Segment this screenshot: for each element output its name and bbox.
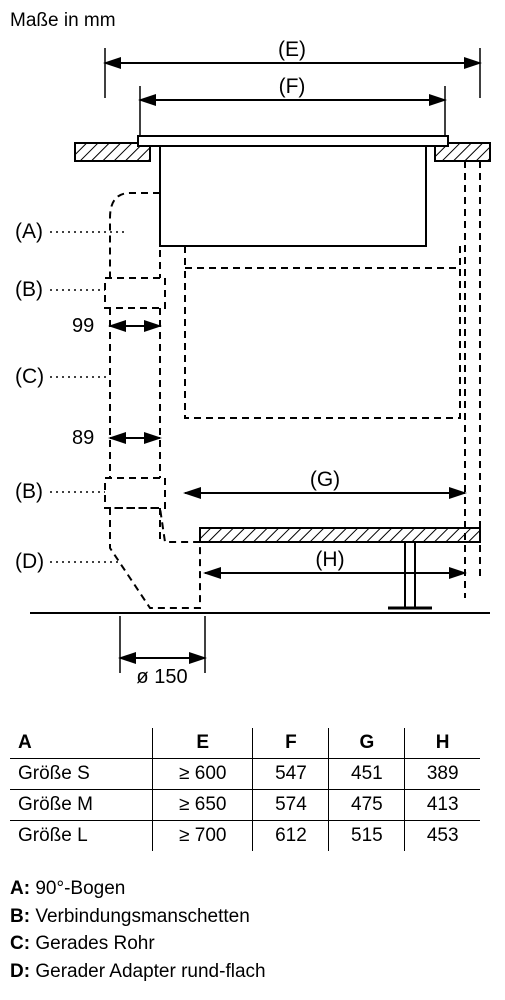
table-header-row: A E F G H [10, 728, 480, 759]
table-row: Größe M ≥ 650 574 475 413 [10, 790, 480, 821]
dim-label-e: (E) [278, 38, 306, 61]
legend-item: A: 90°-Bogen [10, 875, 495, 903]
col-a: A [10, 728, 153, 759]
table-row: Größe S ≥ 600 547 451 389 [10, 759, 480, 790]
legend-item: D: Gerader Adapter rund-flach [10, 958, 495, 986]
col-g: G [329, 728, 405, 759]
label-c: (C) [15, 365, 44, 388]
dim-89: 89 [72, 427, 94, 449]
dim-label-f: (F) [279, 75, 306, 98]
dim-99: 99 [72, 315, 94, 337]
label-a: (A) [15, 220, 43, 243]
row-label: Größe M [10, 790, 153, 821]
col-f: F [253, 728, 329, 759]
dimension-table: A E F G H Größe S ≥ 600 547 451 389 Größ… [10, 728, 480, 851]
label-d: (D) [15, 550, 44, 573]
row-label: Größe L [10, 821, 153, 852]
adapter [110, 508, 200, 608]
label-b1: (B) [15, 278, 43, 301]
col-h: H [405, 728, 480, 759]
legend-item: C: Gerades Rohr [10, 930, 495, 958]
dim-label-h: (H) [315, 548, 344, 571]
col-e: E [153, 728, 253, 759]
label-b2: (B) [15, 480, 43, 503]
technical-diagram: (E) (F) (A) (B) 99 (C) 89 (B) (G) ( [10, 38, 495, 718]
connector-top [105, 278, 165, 308]
internal-cavity [185, 268, 460, 418]
dim-diam: ø 150 [136, 666, 187, 688]
bend-outer [110, 193, 160, 278]
legend: A: 90°-Bogen B: Verbindungsmanschetten C… [10, 875, 495, 985]
dim-label-g: (G) [310, 468, 340, 491]
units-title: Maße in mm [10, 10, 495, 32]
row-label: Größe S [10, 759, 153, 790]
connector-bottom [105, 478, 165, 508]
table-row: Größe L ≥ 700 612 515 453 [10, 821, 480, 852]
hob-body [160, 146, 426, 246]
legend-item: B: Verbindungsmanschetten [10, 903, 495, 931]
hob-surface [138, 136, 448, 146]
cabinet-floor [200, 528, 480, 542]
